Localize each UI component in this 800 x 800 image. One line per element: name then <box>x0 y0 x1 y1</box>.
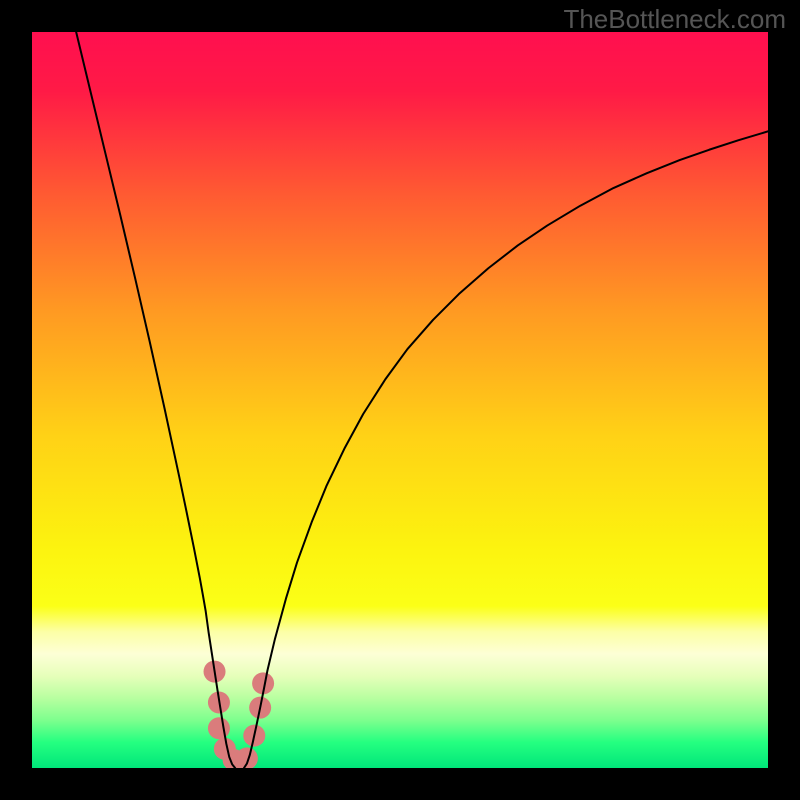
plot-background-gradient <box>32 32 768 768</box>
stage: TheBottleneck.com <box>0 0 800 800</box>
plot-area <box>32 32 768 768</box>
watermark-text: TheBottleneck.com <box>563 4 786 35</box>
